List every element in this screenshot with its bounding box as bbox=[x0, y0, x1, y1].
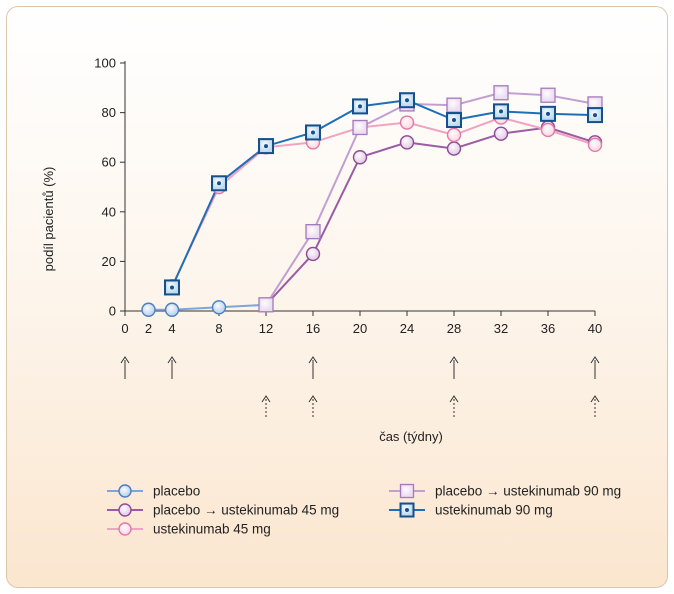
solid-arrow bbox=[308, 356, 318, 379]
x-tick-label: 20 bbox=[353, 321, 367, 336]
x-tick-label: 36 bbox=[541, 321, 555, 336]
legend-marker bbox=[118, 522, 132, 536]
data-point bbox=[493, 103, 509, 120]
data-point bbox=[352, 150, 368, 165]
series-line-2 bbox=[171, 116, 596, 287]
data-point bbox=[305, 124, 321, 141]
dashed-arrow bbox=[590, 395, 600, 419]
legend-marker bbox=[399, 483, 415, 499]
legend-marker bbox=[118, 484, 132, 498]
x-tick-label: 16 bbox=[306, 321, 320, 336]
data-point bbox=[141, 302, 156, 317]
series-line-0 bbox=[148, 303, 267, 311]
legend-label: ustekinumab 45 mg bbox=[153, 522, 271, 537]
data-point bbox=[446, 127, 462, 143]
data-point bbox=[399, 92, 415, 109]
y-tick-label: 0 bbox=[109, 304, 116, 319]
x-tick-label: 24 bbox=[400, 321, 414, 336]
data-point bbox=[164, 279, 180, 296]
legend-marker bbox=[399, 502, 415, 518]
legend-label: ustekinumab 90 mg bbox=[435, 503, 553, 518]
data-point bbox=[164, 302, 180, 317]
legend-item: placebo → ustekinumab 90 mg bbox=[389, 484, 621, 499]
x-tick-label: 28 bbox=[447, 321, 461, 336]
legend-label: placebo → ustekinumab 90 mg bbox=[435, 484, 621, 499]
y-tick-label: 100 bbox=[94, 56, 116, 71]
data-point bbox=[211, 300, 227, 315]
x-axis-label: čas (týdny) bbox=[379, 429, 443, 444]
y-tick-label: 20 bbox=[102, 254, 116, 269]
series-line-3 bbox=[265, 91, 596, 306]
solid-arrow bbox=[167, 356, 177, 379]
y-tick-label: 40 bbox=[102, 204, 116, 219]
x-tick-label: 8 bbox=[215, 321, 222, 336]
y-axis-label: podíl pacientů (%) bbox=[41, 167, 56, 272]
legend-marker bbox=[118, 503, 132, 517]
solid-arrow bbox=[449, 356, 459, 379]
data-point bbox=[211, 175, 227, 192]
data-point bbox=[305, 246, 321, 262]
x-tick-label: 32 bbox=[494, 321, 508, 336]
dashed-arrow bbox=[308, 395, 318, 419]
legend: placebo placebo → ustekinumab 45 mg usteki… bbox=[107, 484, 621, 537]
legend-label: placebo → ustekinumab 45 mg bbox=[153, 503, 339, 518]
data-point bbox=[399, 115, 415, 130]
data-point bbox=[399, 135, 415, 150]
dashed-arrow bbox=[261, 395, 271, 419]
y-tick-label: 60 bbox=[102, 155, 116, 170]
series-line-4 bbox=[171, 99, 596, 288]
x-tick-label: 40 bbox=[588, 321, 602, 336]
legend-item: placebo → ustekinumab 45 mg bbox=[107, 503, 339, 518]
chart-panel: 0 20 40 60 80 100 0 2 4 8 12 16 20 24 28 32 36 40 podíl p… bbox=[6, 6, 668, 588]
data-point bbox=[540, 105, 556, 122]
x-tick-label: 0 bbox=[121, 321, 128, 336]
data-point bbox=[352, 98, 368, 115]
solid-arrow bbox=[120, 356, 130, 379]
legend-item: placebo bbox=[107, 484, 200, 499]
data-point bbox=[446, 141, 462, 156]
data-point bbox=[587, 107, 603, 124]
x-tick-label: 4 bbox=[168, 321, 175, 336]
x-tick-label: 2 bbox=[145, 321, 152, 336]
data-point bbox=[446, 97, 462, 113]
data-point bbox=[446, 112, 462, 129]
data-point bbox=[305, 223, 321, 240]
y-tick-label: 80 bbox=[102, 105, 116, 120]
data-point bbox=[258, 138, 274, 155]
x-tick-label: 12 bbox=[259, 321, 273, 336]
dashed-arrow bbox=[449, 395, 459, 419]
legend-item: ustekinumab 45 mg bbox=[107, 522, 271, 537]
data-point bbox=[493, 126, 509, 141]
data-point bbox=[540, 87, 556, 103]
data-point bbox=[258, 297, 274, 313]
data-point bbox=[587, 137, 603, 153]
data-point bbox=[540, 122, 556, 138]
legend-label: placebo bbox=[153, 484, 200, 499]
solid-arrow bbox=[590, 356, 600, 379]
data-point bbox=[493, 85, 509, 101]
data-point bbox=[352, 119, 368, 136]
legend-item: ustekinumab 90 mg bbox=[389, 502, 553, 518]
series-line-1 bbox=[265, 126, 596, 306]
